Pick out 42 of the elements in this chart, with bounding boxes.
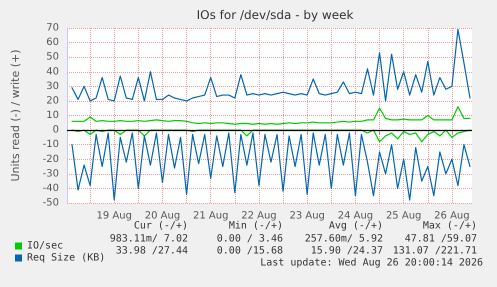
- line-series: [71, 129, 471, 142]
- text: 15.90 /24.37: [310, 246, 383, 256]
- text: Cur (-/+): [134, 220, 188, 232]
- x-tick-label: 20 Aug: [144, 210, 180, 222]
- line-series: [71, 28, 471, 102]
- text: Min (-/+): [228, 220, 283, 232]
- text: 0.00 / 3.46: [216, 234, 283, 244]
- text: 983.11m/ 7.02: [110, 234, 188, 244]
- y-tick-label: -20: [42, 154, 59, 165]
- text: Max (-/+): [422, 220, 477, 232]
- y-tick-label: 50: [46, 52, 59, 63]
- y-tick-label: 20: [46, 95, 59, 106]
- y-tick-label: -40: [42, 182, 59, 194]
- y-tick-label: -50: [42, 198, 59, 208]
- legend-label: Req Size (KB): [27, 252, 106, 264]
- y-axis-title: Units read (-) / write (+): [9, 49, 22, 182]
- line-series: [71, 106, 471, 125]
- y-tick-label: -30: [42, 168, 59, 180]
- y-tick-label: 30: [46, 80, 59, 92]
- text: 47.81 /59.07: [404, 234, 477, 244]
- legend-label: IO/sec: [27, 240, 64, 252]
- y-tick-label: 70: [46, 22, 59, 34]
- text: 33.98 /27.44: [116, 246, 188, 256]
- text: 0.00 /15.68: [216, 246, 283, 256]
- chart-title: IOs for /dev/sda - by week: [196, 8, 354, 22]
- text: 257.60m/ 5.92: [304, 234, 383, 244]
- x-tick-label: 21 Aug: [192, 210, 228, 222]
- text: 131.07 /221.71: [392, 246, 477, 256]
- y-tick-label: 60: [46, 37, 59, 48]
- text: Avg (-/+): [328, 220, 383, 232]
- text: Last update: Wed Aug 26 20:00:14 2026: [260, 258, 483, 268]
- x-tick-label: 24 Aug: [338, 210, 374, 222]
- x-tick-label: 19 Aug: [96, 210, 132, 222]
- x-tick-label: 25 Aug: [386, 210, 422, 222]
- y-tick-label: -10: [42, 139, 59, 150]
- y-tick-label: 0: [52, 124, 59, 136]
- line-series: [71, 132, 471, 201]
- x-tick-label: 23 Aug: [289, 210, 325, 222]
- y-tick-label: 40: [46, 66, 59, 78]
- y-tick-label: 10: [46, 110, 59, 121]
- x-tick-label: 26 Aug: [434, 210, 470, 222]
- x-tick-label: 22 Aug: [241, 210, 277, 222]
